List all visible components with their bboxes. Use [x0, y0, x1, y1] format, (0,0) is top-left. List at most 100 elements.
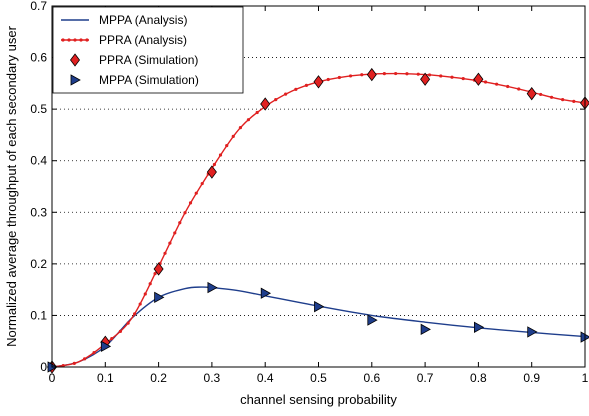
x-tick-label: 0.3	[204, 371, 221, 385]
series-point	[561, 98, 564, 101]
series-point	[163, 252, 166, 255]
legend-label: PPRA (Simulation)	[99, 53, 198, 67]
data-point	[474, 322, 483, 332]
series-point	[294, 88, 297, 91]
series-point	[178, 221, 181, 224]
y-tick-label: 0.7	[30, 0, 47, 13]
series-point	[428, 73, 431, 76]
series-point	[284, 93, 287, 96]
data-point	[315, 302, 324, 312]
y-tick-label: 0.6	[30, 51, 47, 65]
data-point	[421, 324, 430, 334]
series-point	[383, 72, 386, 75]
legend-symbol-dot	[61, 38, 64, 41]
series-point	[439, 74, 442, 77]
y-tick-label: 0.4	[30, 154, 47, 168]
series-point	[219, 153, 222, 156]
series-layer	[48, 69, 589, 373]
series-point	[201, 182, 204, 185]
data-point	[527, 88, 536, 100]
series-point	[495, 83, 498, 86]
series-point	[506, 85, 509, 88]
series-point	[360, 73, 363, 76]
series-point	[225, 144, 228, 147]
series-point	[338, 76, 341, 79]
x-tick-label: 0.4	[257, 371, 274, 385]
x-tick-label: 1	[582, 371, 589, 385]
series-point	[450, 76, 453, 79]
series-point	[127, 322, 130, 325]
x-tick-label: 0.6	[363, 371, 380, 385]
grid	[52, 58, 585, 316]
y-axis-label: Normalized average throughput of each se…	[4, 25, 19, 347]
x-tick-label: 0.2	[150, 371, 167, 385]
series-point	[213, 163, 216, 166]
series-point	[144, 292, 147, 295]
series-point	[239, 126, 242, 129]
legend-label: PPRA (Analysis)	[99, 33, 187, 47]
data-point	[474, 73, 483, 85]
data-point	[207, 166, 216, 178]
legend-label: MPPA (Analysis)	[99, 13, 187, 27]
series-mppa-simulation	[48, 283, 589, 372]
y-tick-label: 0.2	[30, 257, 47, 271]
x-tick-label: 0.8	[470, 371, 487, 385]
series-point	[168, 242, 171, 245]
series-point	[139, 302, 142, 305]
series-point	[417, 73, 420, 76]
series-point	[153, 272, 156, 275]
series-point	[119, 330, 122, 333]
legend-symbol-dot	[67, 38, 70, 41]
y-tick-label: 0.3	[30, 205, 47, 219]
x-tick-label: 0.1	[97, 371, 114, 385]
legend-symbol-dot	[73, 38, 76, 41]
series-ppra-analysis	[50, 72, 586, 369]
series-point	[305, 84, 308, 87]
series-point	[484, 80, 487, 83]
series-point	[517, 87, 520, 90]
legend-symbol-dot	[79, 38, 82, 41]
series-point	[92, 351, 95, 354]
series-point	[405, 72, 408, 75]
series-mppa-analysis	[52, 287, 585, 367]
data-point	[528, 327, 537, 337]
series-point	[394, 72, 397, 75]
x-tick-label: 0.7	[417, 371, 434, 385]
data-point	[314, 76, 323, 88]
y-tick-label: 0.1	[30, 308, 47, 322]
series-point	[256, 111, 259, 114]
y-tick-label: 0.5	[30, 102, 47, 116]
series-point	[189, 201, 192, 204]
x-tick-label: 0.9	[523, 371, 540, 385]
series-point	[173, 231, 176, 234]
data-point	[155, 292, 164, 302]
legend: MPPA (Analysis) PPRA (Analysis) PPRA (Simu…	[53, 7, 243, 93]
series-point	[73, 362, 76, 365]
series-point	[349, 74, 352, 77]
series-point	[539, 93, 542, 96]
series-ppra-simulation	[48, 69, 589, 373]
legend-symbol-dot	[85, 38, 88, 41]
series-line	[52, 74, 585, 367]
x-tick-label: 0.5	[310, 371, 327, 385]
series-point	[247, 118, 250, 121]
series-point	[183, 211, 186, 214]
series-point	[149, 282, 152, 285]
series-point	[462, 77, 465, 80]
y-tick-label: 0	[40, 360, 47, 374]
series-point	[83, 357, 86, 360]
x-axis-label: channel sensing probability	[240, 392, 397, 407]
series-point	[274, 98, 277, 101]
series-point	[195, 192, 198, 195]
data-point	[367, 69, 376, 81]
legend-label: MPPA (Simulation)	[99, 73, 199, 87]
series-point	[110, 337, 113, 340]
series-point	[327, 78, 330, 81]
series-line	[52, 287, 585, 367]
x-tick-label: 0	[49, 371, 56, 385]
data-point	[208, 283, 217, 293]
series-point	[232, 135, 235, 138]
series-point	[572, 100, 575, 103]
